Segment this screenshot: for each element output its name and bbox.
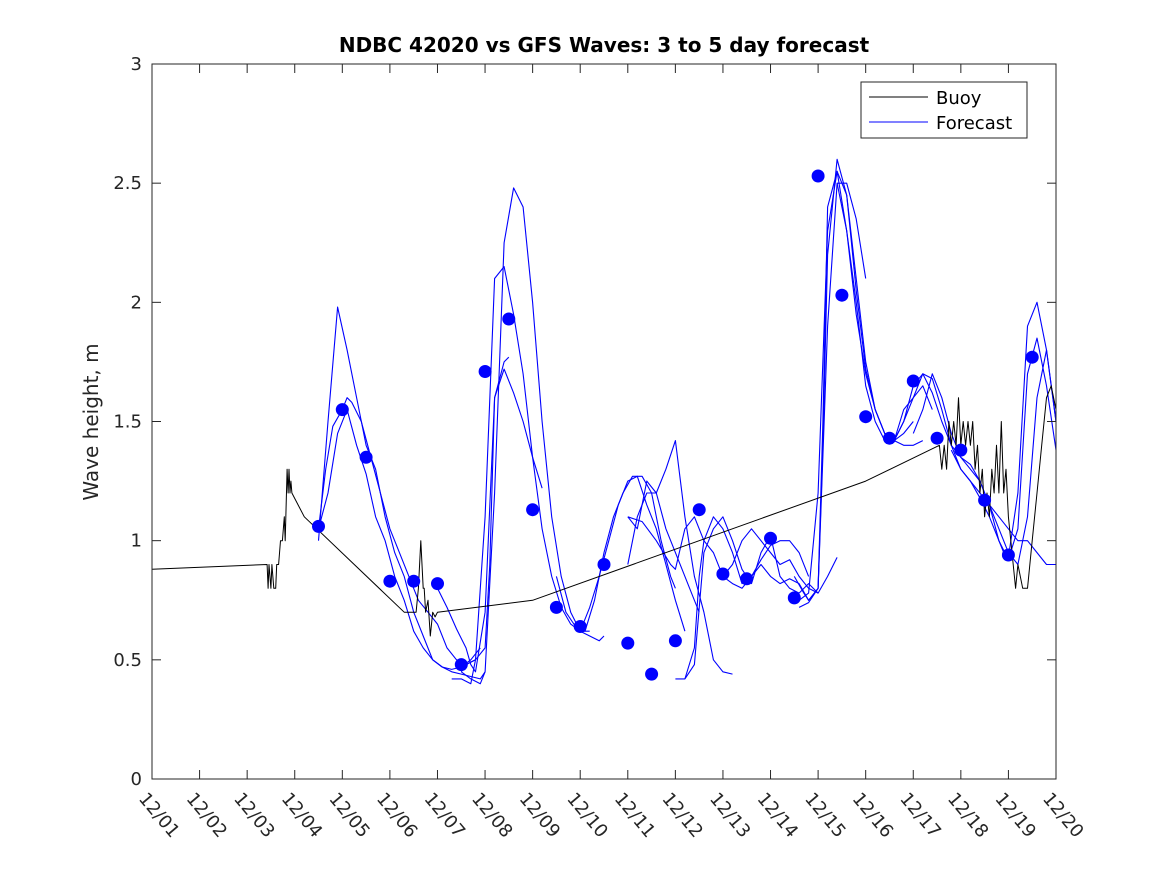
forecast-marker [431, 577, 444, 591]
forecast-marker [383, 574, 397, 588]
forecast-marker [930, 431, 944, 445]
forecast-line-7 [432, 356, 510, 673]
forecast-marker [692, 503, 706, 517]
forecast-marker [454, 658, 468, 672]
forecast-marker [359, 450, 373, 464]
forecast-marker [787, 591, 801, 605]
plot-area [151, 158, 1057, 685]
buoy-line [151, 385, 1057, 637]
forecast-marker [835, 288, 849, 302]
forecast-marker [621, 636, 635, 650]
forecast-line-1 [317, 306, 486, 680]
legend-buoy-label: Buoy [936, 88, 982, 109]
y-tick-label: 2.5 [113, 173, 142, 194]
forecast-marker [811, 169, 825, 183]
legend-forecast-label: Forecast [936, 113, 1012, 134]
forecast-marker [645, 667, 659, 681]
forecast-marker [1001, 548, 1015, 562]
forecast-line-13 [675, 516, 810, 680]
forecast-marker [954, 443, 968, 457]
y-tick-label: 0.5 [113, 650, 142, 671]
forecast-line-10 [627, 492, 700, 613]
forecast-marker [859, 410, 873, 424]
forecast-marker [407, 574, 421, 588]
forecast-marker [1025, 350, 1039, 364]
forecast-marker [335, 403, 349, 417]
forecast-marker [716, 567, 730, 581]
y-tick-label: 0 [131, 769, 142, 790]
y-tick-label: 2 [131, 292, 142, 313]
forecast-marker [549, 600, 563, 614]
forecast-line-9 [579, 475, 686, 632]
y-axis-title: Wave height, m [79, 343, 103, 500]
y-tick-label: 3 [131, 54, 142, 75]
legend-box [860, 81, 1028, 139]
y-tick-label: 1.5 [113, 412, 142, 433]
forecast-line-21 [912, 301, 1057, 558]
chart-title: NDBC 42020 vs GFS Waves: 3 to 5 day fore… [339, 33, 870, 57]
forecast-marker [740, 572, 754, 586]
forecast-marker [312, 519, 325, 533]
forecast-marker [478, 365, 492, 378]
forecast-marker [764, 531, 777, 545]
forecast-line-19 [836, 183, 1056, 566]
legend: Buoy Forecast [860, 81, 1028, 139]
forecast-line-4 [460, 187, 605, 685]
forecast-marker [597, 558, 611, 571]
forecast-marker [883, 431, 896, 445]
y-tick-label: 1 [131, 531, 142, 552]
forecast-marker [668, 634, 682, 648]
forecast-line-11 [627, 440, 733, 675]
forecast-line-22 [950, 337, 1057, 561]
forecast-marker [502, 312, 516, 326]
forecast-line-18 [798, 170, 933, 601]
forecast-line-20 [893, 349, 1057, 566]
forecast-line-5 [451, 266, 590, 685]
forecast-line-16 [793, 170, 924, 601]
forecast-marker [978, 493, 992, 507]
forecast-marker [526, 503, 540, 517]
forecast-marker [906, 374, 920, 388]
forecast-marker [573, 620, 587, 633]
